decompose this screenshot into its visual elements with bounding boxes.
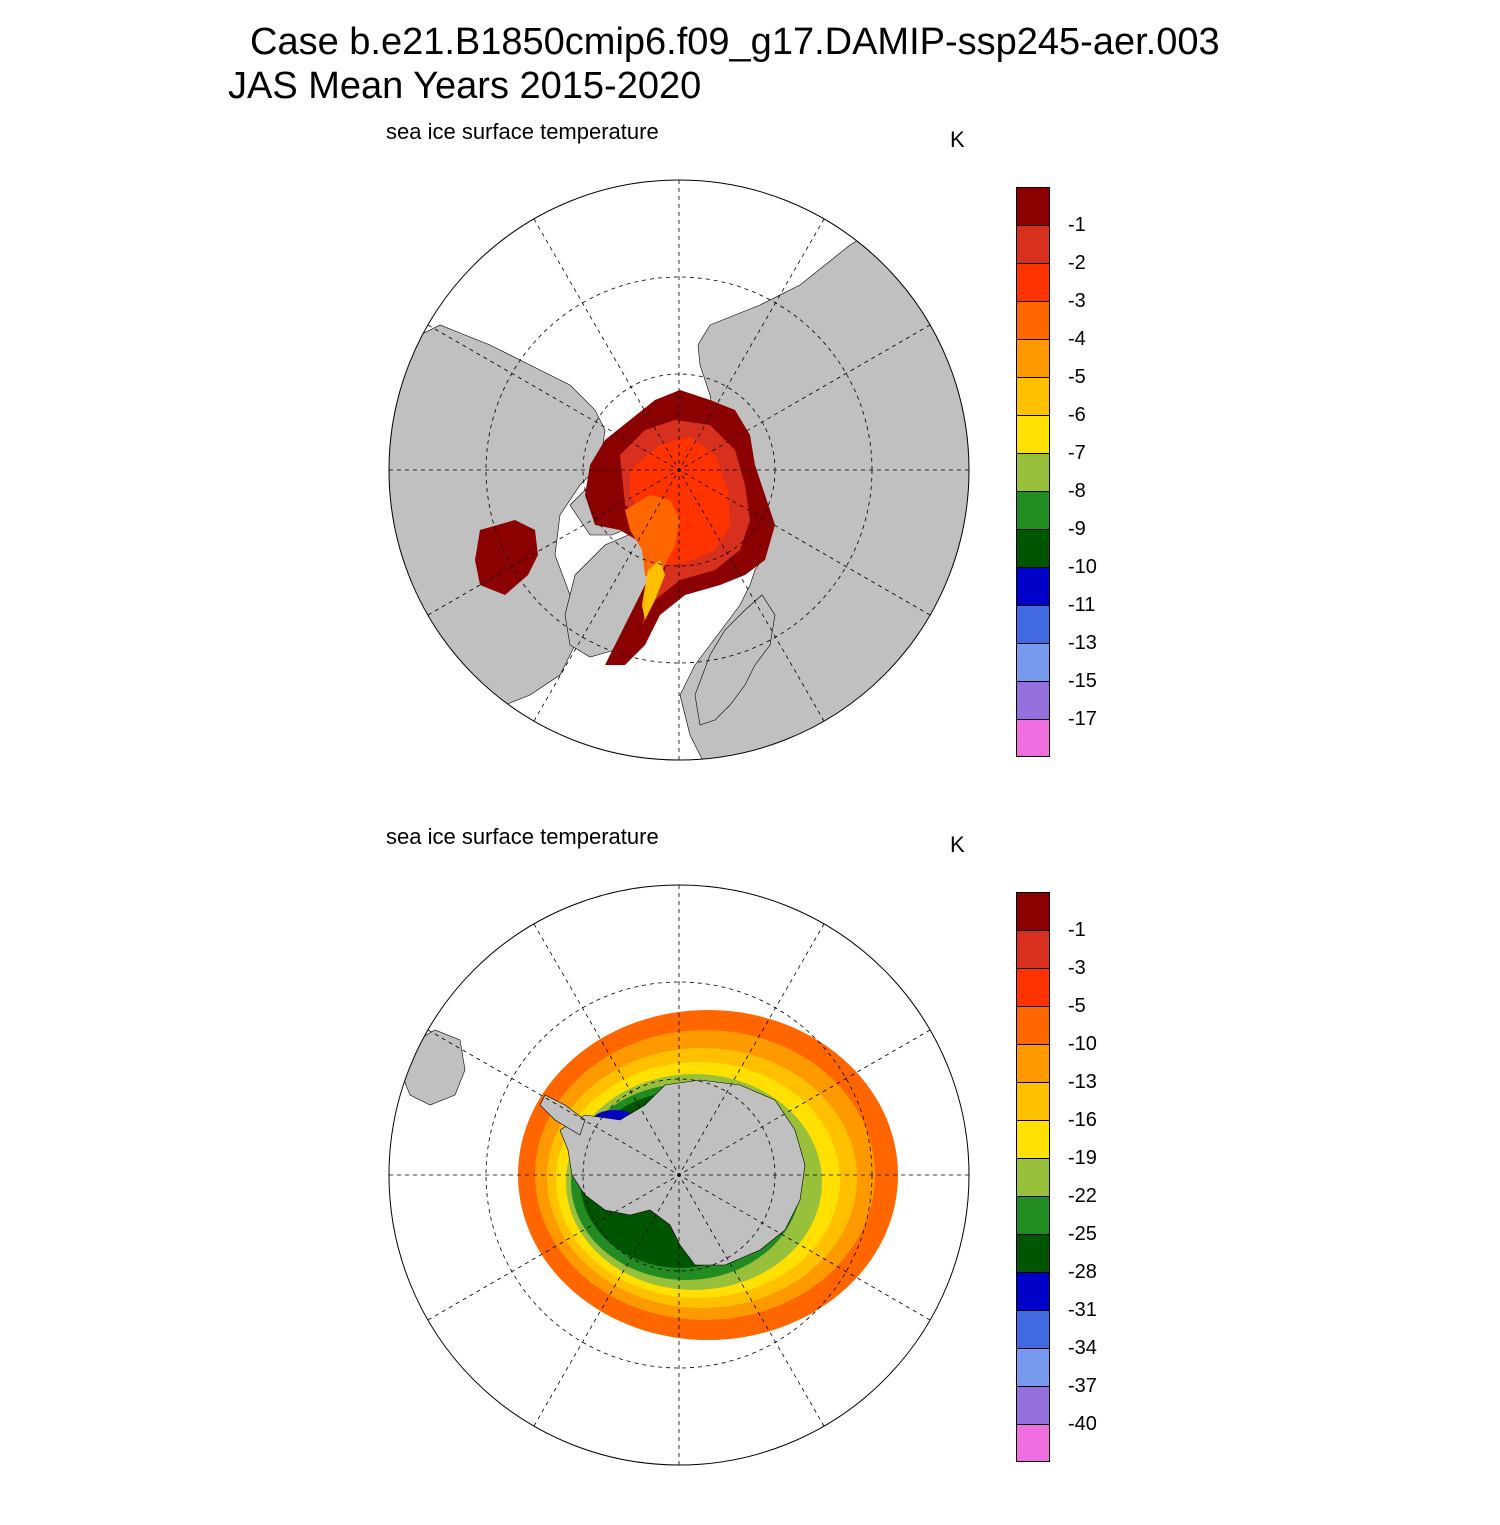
north-ice-center	[625, 495, 680, 585]
north-colorbar-label: -3	[1068, 290, 1086, 312]
north-colorbar-box	[1016, 453, 1050, 491]
south-colorbar-label: -25	[1068, 1223, 1097, 1245]
north-polar-map	[388, 179, 970, 761]
north-colorbar: -1 -2 -3 -4 -5 -6 -7 -8 -9 -10 -11 -13 -15 -17	[1016, 187, 1136, 759]
south-colorbar-label: -31	[1068, 1299, 1097, 1321]
south-colorbar-label: -28	[1068, 1261, 1097, 1283]
south-polar-map	[388, 884, 970, 1466]
north-colorbar-box	[1016, 339, 1050, 377]
figure-title-case: Case b.e21.B1850cmip6.f09_g17.DAMIP-ssp2…	[250, 21, 1220, 63]
south-colorbar-box	[1016, 1386, 1050, 1424]
south-colorbar-box	[1016, 1082, 1050, 1120]
north-land-scandinavia	[694, 594, 776, 726]
north-colorbar-label: -2	[1068, 252, 1086, 274]
south-colorbar-label: -3	[1068, 957, 1086, 979]
north-colorbar-box	[1016, 681, 1050, 719]
south-colorbar-label: -19	[1068, 1147, 1097, 1169]
south-colorbar-label: -34	[1068, 1337, 1097, 1359]
north-colorbar-label: -13	[1068, 632, 1097, 654]
north-variable-label: sea ice surface temperature	[386, 119, 659, 144]
north-colorbar-label: -10	[1068, 556, 1097, 578]
north-colorbar-box	[1016, 567, 1050, 605]
south-graticule	[389, 885, 969, 1465]
north-colorbar-box	[1016, 643, 1050, 681]
south-colorbar-box	[1016, 1196, 1050, 1234]
south-colorbar-label: -13	[1068, 1071, 1097, 1093]
north-colorbar-label: -17	[1068, 708, 1097, 730]
north-hemisphere-panel: sea ice surface temperature K	[0, 115, 1500, 820]
south-colorbar-box	[1016, 1424, 1050, 1462]
north-colorbar-box	[1016, 263, 1050, 301]
south-colorbar-box	[1016, 930, 1050, 968]
south-colorbar-box	[1016, 1120, 1050, 1158]
south-colorbar-box	[1016, 1006, 1050, 1044]
south-colorbar-label: -5	[1068, 995, 1086, 1017]
north-colorbar-label: -8	[1068, 480, 1086, 502]
north-colorbar-box	[1016, 301, 1050, 339]
north-map-border	[388, 179, 970, 761]
south-colorbar: -1 -3 -5 -10 -13 -16 -19 -22 -25 -28 -31 -34 -37 -40	[1016, 892, 1136, 1464]
north-colorbar-box	[1016, 491, 1050, 529]
south-colorbar-label: -10	[1068, 1033, 1097, 1055]
north-colorbar-box	[1016, 605, 1050, 643]
figure-title-period: JAS Mean Years 2015-2020	[228, 65, 702, 107]
north-colorbar-label: -5	[1068, 366, 1086, 388]
north-colorbar-box	[1016, 225, 1050, 263]
north-ice-core	[630, 437, 730, 565]
south-land-peninsula	[539, 1094, 586, 1136]
north-colorbar-label: -7	[1068, 442, 1086, 464]
north-colorbar-label: -4	[1068, 328, 1086, 350]
south-colorbar-label: -16	[1068, 1109, 1097, 1131]
north-colorbar-label: -15	[1068, 670, 1097, 692]
north-colorbar-box	[1016, 719, 1050, 757]
north-graticule	[389, 180, 969, 760]
north-colorbar-label: -11	[1068, 594, 1096, 616]
south-units-label: K	[950, 832, 965, 857]
south-colorbar-box	[1016, 1158, 1050, 1196]
north-colorbar-box	[1016, 187, 1050, 225]
south-colorbar-box	[1016, 1044, 1050, 1082]
south-colorbar-box	[1016, 1310, 1050, 1348]
north-colorbar-box	[1016, 529, 1050, 567]
south-land-antarctica	[559, 1079, 806, 1266]
north-colorbar-label: -1	[1068, 214, 1086, 236]
south-colorbar-label: -22	[1068, 1185, 1097, 1207]
south-hemisphere-panel: sea ice surface temperature K	[0, 820, 1500, 1525]
south-variable-label: sea ice surface temperature	[386, 824, 659, 849]
south-colorbar-box	[1016, 1234, 1050, 1272]
north-colorbar-label: -9	[1068, 518, 1086, 540]
south-colorbar-label: -40	[1068, 1413, 1097, 1435]
south-colorbar-box	[1016, 968, 1050, 1006]
north-ice-hudson-bay	[475, 520, 538, 595]
north-units-label: K	[950, 127, 965, 152]
north-ice-edge	[642, 560, 665, 620]
south-colorbar-label: -1	[1068, 919, 1086, 941]
south-colorbar-box	[1016, 1348, 1050, 1386]
north-colorbar-box	[1016, 377, 1050, 415]
south-colorbar-box	[1016, 892, 1050, 930]
north-colorbar-box	[1016, 415, 1050, 453]
north-colorbar-label: -6	[1068, 404, 1086, 426]
south-colorbar-box	[1016, 1272, 1050, 1310]
south-map-border	[388, 884, 970, 1466]
south-colorbar-label: -37	[1068, 1375, 1097, 1397]
